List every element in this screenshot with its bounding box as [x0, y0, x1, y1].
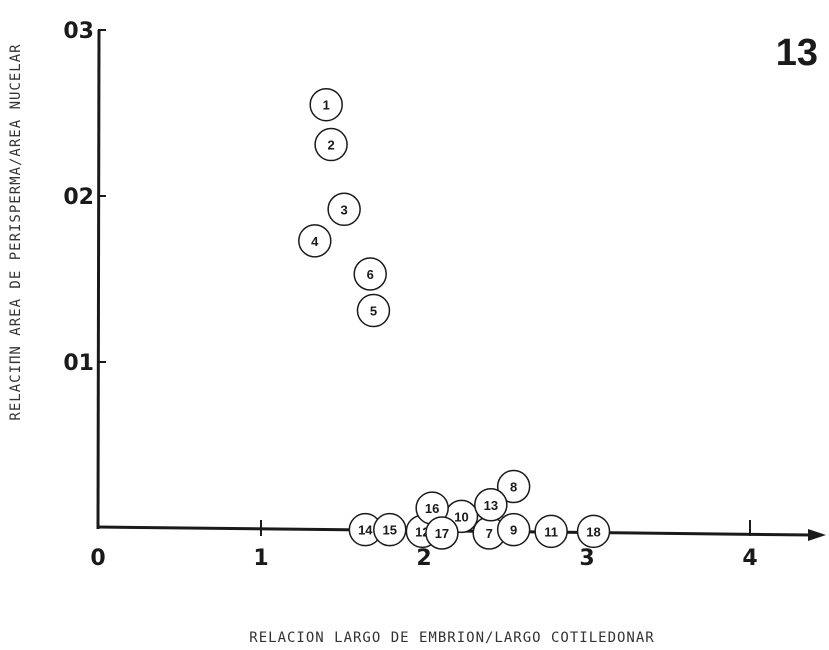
point-marker: [373, 512, 407, 547]
data-point: 1: [309, 87, 343, 122]
point-marker: [309, 87, 343, 122]
point-label: 8: [510, 480, 517, 495]
point-label: 13: [484, 498, 498, 513]
point-label: 18: [586, 524, 600, 539]
point-label: 14: [358, 523, 373, 538]
data-point: 18: [576, 514, 611, 549]
y-axis: [96, 29, 101, 530]
data-point: 15: [373, 512, 407, 547]
point-marker: [314, 127, 348, 162]
point-label: 4: [311, 234, 319, 249]
point-label: 3: [341, 202, 348, 217]
data-point: 8: [496, 469, 531, 504]
point-marker: [496, 469, 531, 504]
point-label: 5: [370, 304, 377, 319]
point-marker: [474, 488, 508, 522]
x-ticks: 0 1 2 3 4: [90, 520, 758, 571]
data-point: 6: [353, 257, 387, 291]
point-marker: [353, 257, 387, 291]
point-marker: [496, 512, 531, 547]
x-tick-label: 0: [90, 546, 105, 571]
point-label: 16: [425, 501, 439, 516]
point-label: 1: [323, 98, 330, 113]
y-tick-label: 01: [63, 351, 94, 376]
data-point: 9: [496, 512, 531, 547]
point-marker: [534, 514, 568, 549]
data-point: 2: [314, 127, 348, 162]
x-tick-label: 2: [416, 546, 431, 571]
data-point: 3: [327, 192, 361, 227]
point-marker: [356, 293, 391, 328]
data-point: 5: [356, 293, 391, 328]
point-marker: [298, 224, 332, 258]
x-tick-label: 3: [579, 546, 594, 571]
point-marker: [576, 514, 611, 549]
x-tick-label: 4: [742, 546, 757, 571]
data-point: 11: [534, 514, 568, 549]
point-marker: [425, 516, 459, 550]
point-marker: [327, 192, 361, 227]
y-axis-title: RELACIΠN AREA DE PERISPERMA/AREA NUCELAR: [8, 43, 24, 420]
data-point: 17: [425, 516, 459, 550]
point-label: 7: [486, 526, 493, 541]
point-label: 10: [454, 509, 468, 524]
data-point: 14: [348, 512, 383, 547]
point-label: 17: [435, 526, 449, 541]
y-tick-label: 03: [63, 19, 94, 44]
x-axis-arrow: [808, 529, 826, 541]
point-label: 2: [327, 138, 334, 153]
y-ticks: 01 02 03: [63, 19, 106, 376]
point-label: 9: [510, 523, 517, 538]
panel-number: 13: [776, 32, 818, 74]
data-point: 16: [415, 491, 449, 525]
point-label: 15: [383, 523, 397, 538]
data-point: 4: [298, 224, 332, 258]
data-point: 13: [474, 488, 508, 522]
x-axis-title: RELACION LARGO DE EMBRION/LARGO COTILEDO…: [249, 630, 654, 646]
x-tick-label: 1: [253, 546, 268, 571]
point-label: 11: [544, 524, 558, 539]
y-tick-label: 02: [63, 185, 94, 210]
point-label: 6: [367, 267, 374, 282]
